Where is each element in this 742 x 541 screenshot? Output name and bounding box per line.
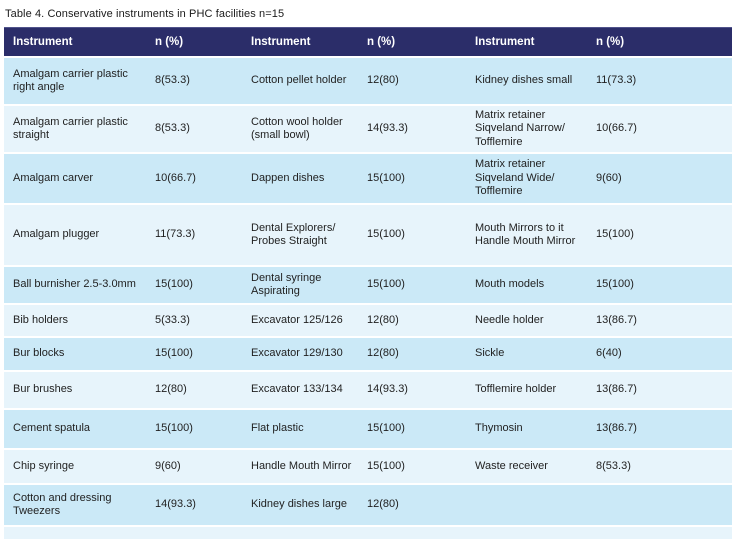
count-percent-cell: 14(93.3)	[146, 485, 242, 525]
table-caption: Table 4. Conservative instruments in PHC…	[5, 8, 285, 20]
count-percent-cell: 9(60)	[587, 154, 732, 203]
count-percent-cell: 8(53.3)	[587, 450, 732, 483]
instrument-cell: Matrix retainer Siqveland Wide/ Tofflemi…	[466, 154, 587, 203]
count-percent-cell: 6(40)	[587, 338, 732, 370]
table-row: Chip syringe 9(60) Handle Mouth Mirror 15(1…	[4, 450, 732, 483]
instrument-cell: Kidney dishes large	[242, 485, 358, 525]
count-percent-cell: 13(86.7)	[587, 410, 732, 448]
instrument-cell: Matrix retainer Siqveland Narrow/ Toffle…	[466, 106, 587, 152]
instrument-cell: Bur brushes	[4, 372, 146, 408]
table-body: Amalgam carrier plastic right angle 8(53.…	[4, 58, 732, 539]
table-row: Cement spatula 15(100) Flat plastic 15(100)…	[4, 410, 732, 448]
count-percent-cell: 15(100)	[146, 338, 242, 370]
table-row: Ball burnisher 2.5-3.0mm 15(100) Dental sy…	[4, 267, 732, 303]
count-percent-cell: 15(100)	[358, 154, 466, 203]
instrument-cell: Cotton pellet holder	[242, 58, 358, 104]
instrument-cell: Excavator 129/130	[242, 338, 358, 370]
count-percent-cell: 15(100)	[358, 410, 466, 448]
instrument-cell: Excavator 133/134	[242, 372, 358, 408]
instrument-cell: Flat plastic	[242, 410, 358, 448]
count-percent-cell	[358, 527, 466, 539]
count-percent-cell: 14(93.3)	[358, 106, 466, 152]
instrument-cell: Amalgam carrier plastic right angle	[4, 58, 146, 104]
instrument-cell: Needle holder	[466, 305, 587, 336]
table-header-row: Instrument n (%) Instrument n (%) Instru…	[4, 27, 732, 56]
header-instrument-col3: Instrument	[466, 27, 587, 56]
count-percent-cell: 9(60)	[146, 450, 242, 483]
table-row: Bib holders 5(33.3) Excavator 125/126 12(80…	[4, 305, 732, 336]
instrument-cell: Amalgam carver	[4, 154, 146, 203]
count-percent-cell: 12(80)	[358, 338, 466, 370]
instrument-cell: Chip syringe	[4, 450, 146, 483]
instrument-cell: Cotton and dressing Tweezers	[4, 485, 146, 525]
instrument-cell: Mouth models	[466, 267, 587, 303]
instruments-table: Instrument n (%) Instrument n (%) Instru…	[4, 25, 732, 541]
instrument-cell: Handle Mouth Mirror	[242, 450, 358, 483]
count-percent-cell: 13(86.7)	[587, 305, 732, 336]
count-percent-cell: 10(66.7)	[146, 154, 242, 203]
header-npct-col2: n (%)	[358, 27, 466, 56]
count-percent-cell: 15(100)	[358, 450, 466, 483]
instrument-cell: Sickle	[466, 338, 587, 370]
count-percent-cell: 14(93.3)	[358, 372, 466, 408]
count-percent-cell: 15(100)	[587, 267, 732, 303]
count-percent-cell: 15(100)	[358, 205, 466, 265]
instrument-cell: Ball burnisher 2.5-3.0mm	[4, 267, 146, 303]
instrument-cell	[4, 527, 146, 539]
count-percent-cell: 11(73.3)	[587, 58, 732, 104]
instrument-cell: Dappen dishes	[242, 154, 358, 203]
instrument-cell: Thymosin	[466, 410, 587, 448]
instrument-cell: Amalgam carrier plastic straight	[4, 106, 146, 152]
instrument-cell	[466, 485, 587, 525]
instrument-cell: Dental Explorers/ Probes Straight	[242, 205, 358, 265]
count-percent-cell	[587, 485, 732, 525]
count-percent-cell: 12(80)	[358, 485, 466, 525]
count-percent-cell: 8(53.3)	[146, 58, 242, 104]
count-percent-cell	[146, 527, 242, 539]
instrument-cell: Bib holders	[4, 305, 146, 336]
table-row: Bur brushes 12(80) Excavator 133/134 14(93.…	[4, 372, 732, 408]
count-percent-cell: 15(100)	[587, 205, 732, 265]
count-percent-cell: 15(100)	[358, 267, 466, 303]
count-percent-cell: 13(86.7)	[587, 372, 732, 408]
count-percent-cell: 8(53.3)	[146, 106, 242, 152]
count-percent-cell: 12(80)	[146, 372, 242, 408]
count-percent-cell: 15(100)	[146, 410, 242, 448]
table-row: Amalgam carver 10(66.7) Dappen dishes 15(10…	[4, 154, 732, 203]
instrument-cell	[466, 527, 587, 539]
instrument-cell: Dental syringe Aspirating	[242, 267, 358, 303]
count-percent-cell: 5(33.3)	[146, 305, 242, 336]
table-row: Cotton and dressing Tweezers 14(93.3) Kidn…	[4, 485, 732, 525]
header-instrument-col1: Instrument	[4, 27, 146, 56]
table-row	[4, 527, 732, 539]
instrument-cell: Mouth Mirrors to it Handle Mouth Mirror	[466, 205, 587, 265]
instrument-cell: Kidney dishes small	[466, 58, 587, 104]
count-percent-cell: 15(100)	[146, 267, 242, 303]
header-instrument-col2: Instrument	[242, 27, 358, 56]
instrument-cell: Excavator 125/126	[242, 305, 358, 336]
instrument-cell: Cement spatula	[4, 410, 146, 448]
table-row: Amalgam plugger 11(73.3) Dental Explorers/…	[4, 205, 732, 265]
count-percent-cell	[587, 527, 732, 539]
instrument-cell: Amalgam plugger	[4, 205, 146, 265]
table-row: Amalgam carrier plastic right angle 8(53.…	[4, 58, 732, 104]
header-npct-col1: n (%)	[146, 27, 242, 56]
count-percent-cell: 11(73.3)	[146, 205, 242, 265]
instrument-cell	[242, 527, 358, 539]
count-percent-cell: 12(80)	[358, 305, 466, 336]
header-npct-col3: n (%)	[587, 27, 732, 56]
instrument-cell: Cotton wool holder (small bowl)	[242, 106, 358, 152]
instrument-cell: Bur blocks	[4, 338, 146, 370]
table-row: Bur blocks 15(100) Excavator 129/130 12(80)…	[4, 338, 732, 370]
instrument-cell: Tofflemire holder	[466, 372, 587, 408]
table-row: Amalgam carrier plastic straight 8(53.3) C…	[4, 106, 732, 152]
count-percent-cell: 12(80)	[358, 58, 466, 104]
instrument-cell: Waste receiver	[466, 450, 587, 483]
count-percent-cell: 10(66.7)	[587, 106, 732, 152]
